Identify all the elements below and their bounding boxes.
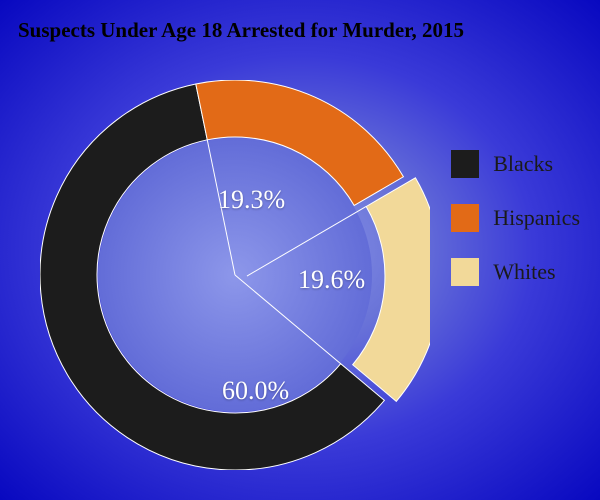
legend-item-whites: Whites bbox=[451, 258, 580, 286]
donut-svg bbox=[40, 80, 430, 470]
donut-chart: 60.0% 19.6% 19.3% bbox=[40, 80, 430, 470]
legend-swatch-whites bbox=[451, 258, 479, 286]
legend-item-hispanics: Hispanics bbox=[451, 204, 580, 232]
slice-label-blacks: 60.0% bbox=[222, 376, 289, 406]
legend-label-hispanics: Hispanics bbox=[493, 205, 580, 231]
slice-label-whites: 19.3% bbox=[218, 185, 285, 215]
legend-item-blacks: Blacks bbox=[451, 150, 580, 178]
legend-swatch-blacks bbox=[451, 150, 479, 178]
legend-swatch-hispanics bbox=[451, 204, 479, 232]
legend-label-blacks: Blacks bbox=[493, 151, 553, 177]
legend-label-whites: Whites bbox=[493, 259, 555, 285]
slice-label-hispanics: 19.6% bbox=[298, 265, 365, 295]
legend: Blacks Hispanics Whites bbox=[451, 150, 580, 312]
page-title: Suspects Under Age 18 Arrested for Murde… bbox=[18, 18, 464, 43]
